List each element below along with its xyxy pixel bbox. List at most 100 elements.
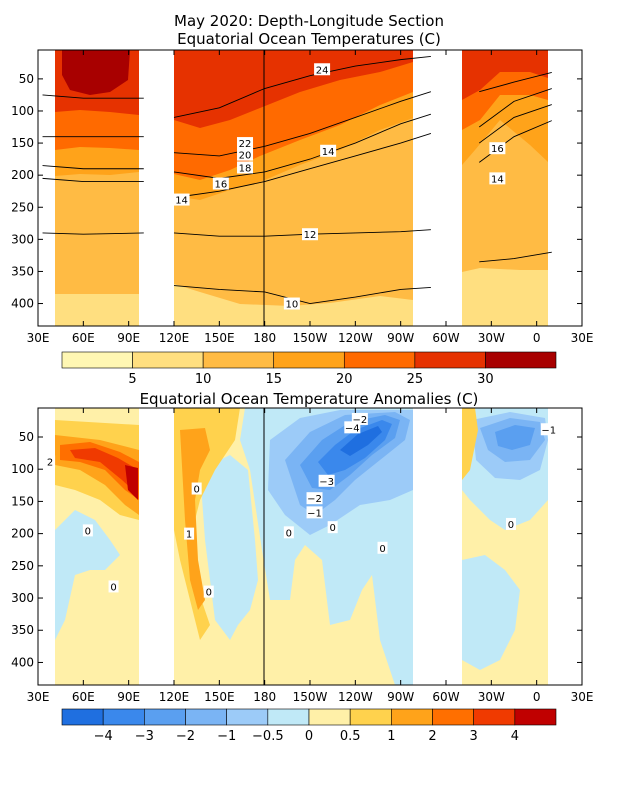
top-title-line2: Equatorial Ocean Temperatures (C) [177, 30, 441, 48]
temp-x-tick-label: 30E [571, 331, 594, 345]
anom-contour-label-box [184, 527, 195, 540]
anom-y-tick-label: 200 [11, 527, 34, 541]
anom-contour-label-box [377, 541, 388, 554]
temp-y-tick-label: 100 [11, 104, 34, 118]
anom-x-tick-label: 30W [478, 690, 505, 704]
anom-contour-label: −2 [307, 494, 322, 505]
anom-cbar-tick-label: −0.5 [252, 729, 284, 744]
anom-y-tick-label: 50 [19, 430, 34, 444]
anom-cbar-tick-label: 4 [511, 729, 519, 744]
anom-cbar-tick-label: 3 [470, 729, 478, 744]
anom-x-tick-label: 90W [387, 690, 414, 704]
anom-gap-america [413, 408, 462, 685]
temperature-colorbar: 5 10 15 20 25 30 [61, 351, 557, 387]
anom-contour-label: −2 [352, 415, 367, 426]
anom-y-tick-label: 250 [11, 559, 34, 573]
anom-x-tick-label: 150W [293, 690, 328, 704]
anom-band-neg-0.5-0-atl-deep [462, 555, 520, 670]
temp-contour-label-box [489, 142, 506, 155]
anom-contour-label-box [318, 474, 335, 487]
temp-x-tick-label: 60W [432, 331, 459, 345]
anom-contour-label: 0 [110, 582, 116, 593]
anom-gap-east-edge [548, 408, 582, 685]
temp-cbar-bin [414, 351, 486, 369]
anom-x-tick-label: 120W [338, 690, 373, 704]
anom-x-tick-label: 180 [253, 690, 276, 704]
anom-x-tick-label: 150E [204, 690, 235, 704]
anom-band-0.5-1-atl [462, 408, 478, 480]
anom-cbar-bin [349, 708, 392, 726]
anom-x-tick-label: 30E [27, 690, 50, 704]
temperature-panel: 30E 60E 90E 120E 150E 180 150W 120W 90W 60W 30W 0 30… [11, 49, 594, 345]
anom-cbar-bin [391, 708, 433, 726]
temp-contour-16C [42, 165, 144, 170]
anom-x-tick-label: 120E [159, 690, 190, 704]
bottom-title: Equatorial Ocean Temperature Anomalies (… [140, 390, 479, 408]
anom-contour-label: 2 [47, 457, 53, 468]
temp-band-30-35 [62, 50, 130, 95]
temp-cbar-tick-label: 5 [128, 372, 136, 387]
anom-contour-label-box [203, 585, 214, 598]
anom-y-tick-label: 400 [11, 655, 34, 669]
anom-contour-label: 0 [329, 523, 335, 534]
anom-cbar-tick-label: 0.5 [340, 729, 361, 744]
temp-contour-label-box [302, 228, 318, 241]
anom-band-neg-0.5-0-west [55, 510, 120, 640]
temp-x-tick-label: 120E [159, 331, 190, 345]
anom-cbar-tick-label: −2 [176, 729, 195, 744]
anom-x-tick-label: 60E [72, 690, 95, 704]
anom-cbar-bin [473, 708, 516, 726]
anom-y-tick-label: 300 [11, 591, 34, 605]
anom-gap-west-edge [38, 408, 55, 685]
temp-cbar-tick-label: 25 [407, 372, 424, 387]
anom-cbar-bin [61, 708, 104, 726]
anom-contour-label: 0 [286, 528, 292, 539]
temp-contour-label: 14 [175, 196, 188, 207]
anom-cbar-bin [267, 708, 310, 726]
temp-band-25-30-atlantic [462, 50, 548, 100]
temp-contour-label-box [314, 63, 331, 76]
anom-cbar-bin [102, 708, 145, 726]
temp-contour-label-box [489, 172, 506, 185]
anom-contour-label-box [306, 492, 323, 505]
temp-contour-label: 16 [491, 144, 504, 155]
temp-y-tick-label: 300 [11, 232, 34, 246]
anom-cbar-tick-label: −4 [94, 729, 113, 744]
anom-contour-label: 0 [508, 520, 514, 531]
temp-contour-label-box [237, 137, 254, 150]
temp-contour-label: 12 [304, 230, 317, 241]
temp-cbar-bin [132, 351, 204, 369]
temp-x-tick-label: 30W [478, 331, 505, 345]
anom-cbar-bin [185, 708, 227, 726]
anom-contour-label: 1 [186, 530, 192, 541]
temp-contour-label-box [237, 148, 254, 161]
temperature-fill [38, 50, 582, 326]
anom-y-tick-label: 350 [11, 623, 34, 637]
temp-contour-12C [479, 251, 552, 263]
temp-cbar-bin [273, 351, 345, 369]
temp-contour-label-box [212, 177, 229, 190]
anom-contour-label: 0 [193, 485, 199, 496]
temp-contour-label: 14 [491, 174, 504, 185]
temp-y-tick-label: 150 [11, 136, 34, 150]
anom-x-tick-label: 30E [571, 690, 594, 704]
anom-cbar-tick-label: 0 [305, 729, 313, 744]
anom-cbar-tick-label: 2 [428, 729, 436, 744]
temp-x-tick-label: 90W [387, 331, 414, 345]
anom-band-3-4 [70, 448, 135, 492]
anom-x-tick-label: 0 [533, 690, 541, 704]
anom-y-tick-label: 100 [11, 462, 34, 476]
temp-x-tick-label: 150W [293, 331, 328, 345]
anom-cbar-bin [226, 708, 269, 726]
temp-cbar-tick-label: 30 [477, 372, 494, 387]
temp-gap-america [413, 50, 462, 326]
anom-contour-label-box [108, 580, 119, 593]
temp-contour-24C [42, 94, 144, 99]
temp-contour-label: 10 [285, 300, 298, 311]
anom-cbar-tick-label: −3 [135, 729, 154, 744]
temp-contour-label: 20 [239, 151, 252, 162]
